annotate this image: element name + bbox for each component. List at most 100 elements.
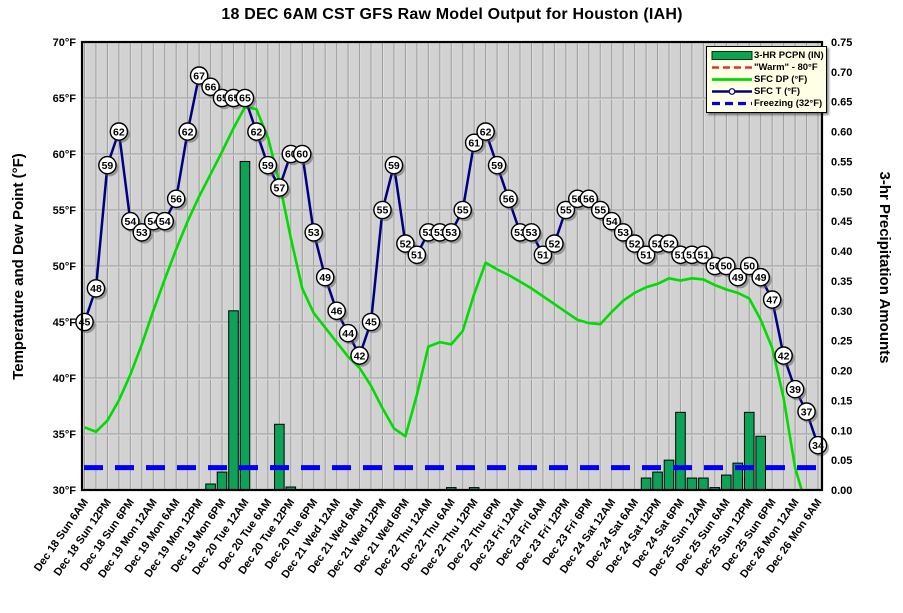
svg-text:0.40: 0.40 [831, 246, 852, 258]
svg-text:0.55: 0.55 [831, 156, 852, 168]
svg-text:0.25: 0.25 [831, 336, 852, 348]
svg-text:62: 62 [113, 126, 125, 138]
svg-text:51: 51 [640, 250, 652, 262]
svg-text:66: 66 [205, 82, 217, 94]
svg-text:65°F: 65°F [53, 93, 77, 105]
svg-text:0.20: 0.20 [831, 366, 852, 378]
svg-text:49: 49 [732, 272, 744, 284]
svg-text:61: 61 [468, 138, 480, 150]
svg-text:62: 62 [182, 126, 194, 138]
svg-text:53: 53 [434, 227, 446, 239]
svg-text:0.10: 0.10 [831, 425, 852, 437]
svg-text:59: 59 [388, 160, 400, 172]
svg-text:53: 53 [617, 227, 629, 239]
temperature-line-swatch-icon [712, 88, 752, 95]
svg-text:65: 65 [228, 93, 240, 105]
svg-text:50: 50 [720, 261, 732, 273]
svg-text:53: 53 [422, 227, 434, 239]
svg-text:65: 65 [216, 93, 228, 105]
svg-text:50: 50 [709, 261, 721, 273]
svg-text:52: 52 [652, 238, 664, 250]
svg-text:52: 52 [663, 238, 675, 250]
svg-text:50°F: 50°F [53, 261, 77, 273]
svg-text:47: 47 [766, 294, 778, 306]
svg-text:51: 51 [675, 250, 687, 262]
svg-text:0.45: 0.45 [831, 216, 852, 228]
svg-text:55: 55 [457, 205, 469, 217]
legend-label: Freezing (32°F) [754, 98, 823, 109]
svg-text:42: 42 [778, 350, 790, 362]
precip-bar-swatch-icon [711, 51, 753, 60]
svg-text:55: 55 [560, 205, 572, 217]
svg-text:57: 57 [273, 182, 285, 194]
legend-label: "Warm" - 80°F [754, 62, 818, 73]
svg-text:34: 34 [812, 440, 824, 452]
svg-text:54: 54 [125, 216, 137, 228]
legend-item-temperature: SFC T (°F) [710, 86, 824, 97]
svg-text:70°F: 70°F [53, 37, 77, 49]
svg-text:50: 50 [743, 261, 755, 273]
svg-text:37: 37 [801, 406, 813, 418]
legend-label: 3-HR PCPN (IN) [754, 50, 824, 61]
svg-text:45: 45 [365, 317, 377, 329]
legend: 3-HR PCPN (IN) "Warm" - 80°F SFC DP (°F)… [706, 46, 827, 113]
svg-text:51: 51 [698, 250, 710, 262]
svg-text:56: 56 [503, 194, 515, 206]
svg-text:53: 53 [445, 227, 457, 239]
legend-item-warm: "Warm" - 80°F [710, 62, 824, 73]
svg-text:0.30: 0.30 [831, 306, 852, 318]
svg-text:0.50: 0.50 [831, 186, 852, 198]
svg-text:62: 62 [251, 126, 263, 138]
svg-text:0.75: 0.75 [831, 37, 852, 49]
dewpoint-line [84, 105, 803, 490]
plot-border [80, 40, 824, 492]
svg-text:55: 55 [594, 205, 606, 217]
svg-text:0.15: 0.15 [831, 395, 852, 407]
dewpoint-line-swatch-icon [712, 78, 752, 81]
svg-text:54: 54 [606, 216, 618, 228]
legend-item-pcpn: 3-HR PCPN (IN) [710, 50, 824, 61]
svg-text:59: 59 [262, 160, 274, 172]
svg-text:44: 44 [342, 328, 354, 340]
svg-text:59: 59 [491, 160, 503, 172]
svg-text:52: 52 [400, 238, 412, 250]
svg-text:45: 45 [79, 317, 91, 329]
svg-text:49: 49 [319, 272, 331, 284]
svg-text:49: 49 [755, 272, 767, 284]
svg-text:30°F: 30°F [53, 485, 77, 497]
svg-text:55: 55 [377, 205, 389, 217]
warm-line-swatch-icon [712, 66, 752, 69]
svg-text:56: 56 [571, 194, 583, 206]
svg-text:0.65: 0.65 [831, 97, 852, 109]
legend-item-dewpoint: SFC DP (°F) [710, 74, 824, 85]
svg-text:54: 54 [147, 216, 159, 228]
svg-text:60°F: 60°F [53, 149, 77, 161]
legend-label: SFC T (°F) [754, 86, 801, 97]
chart-title: 18 DEC 6AM CST GFS Raw Model Output for … [221, 6, 683, 23]
svg-text:59: 59 [102, 160, 114, 172]
svg-text:65: 65 [239, 93, 251, 105]
svg-text:0.60: 0.60 [831, 127, 852, 139]
svg-text:0.00: 0.00 [831, 485, 852, 497]
svg-text:56: 56 [583, 194, 595, 206]
svg-text:51: 51 [411, 250, 423, 262]
svg-text:51: 51 [686, 250, 698, 262]
y-right-tick-labels: 0.75 0.70 0.65 0.60 0.55 0.50 0.45 0.40 0.35 0.30… [831, 37, 852, 497]
svg-text:54: 54 [159, 216, 171, 228]
svg-text:46: 46 [331, 306, 343, 318]
precip-bars [205, 160, 766, 491]
svg-text:55°F: 55°F [53, 205, 77, 217]
svg-text:53: 53 [514, 227, 526, 239]
svg-text:51: 51 [537, 250, 549, 262]
y-left-tick-labels: 70°F 65°F 60°F 55°F 50°F 45°F 40°F 35°F 30°F [53, 37, 77, 497]
svg-text:0.70: 0.70 [831, 67, 852, 79]
svg-text:39: 39 [789, 384, 801, 396]
svg-text:67: 67 [193, 70, 205, 82]
svg-text:0.05: 0.05 [831, 455, 852, 467]
svg-text:53: 53 [526, 227, 538, 239]
legend-label: SFC DP (°F) [754, 74, 808, 85]
